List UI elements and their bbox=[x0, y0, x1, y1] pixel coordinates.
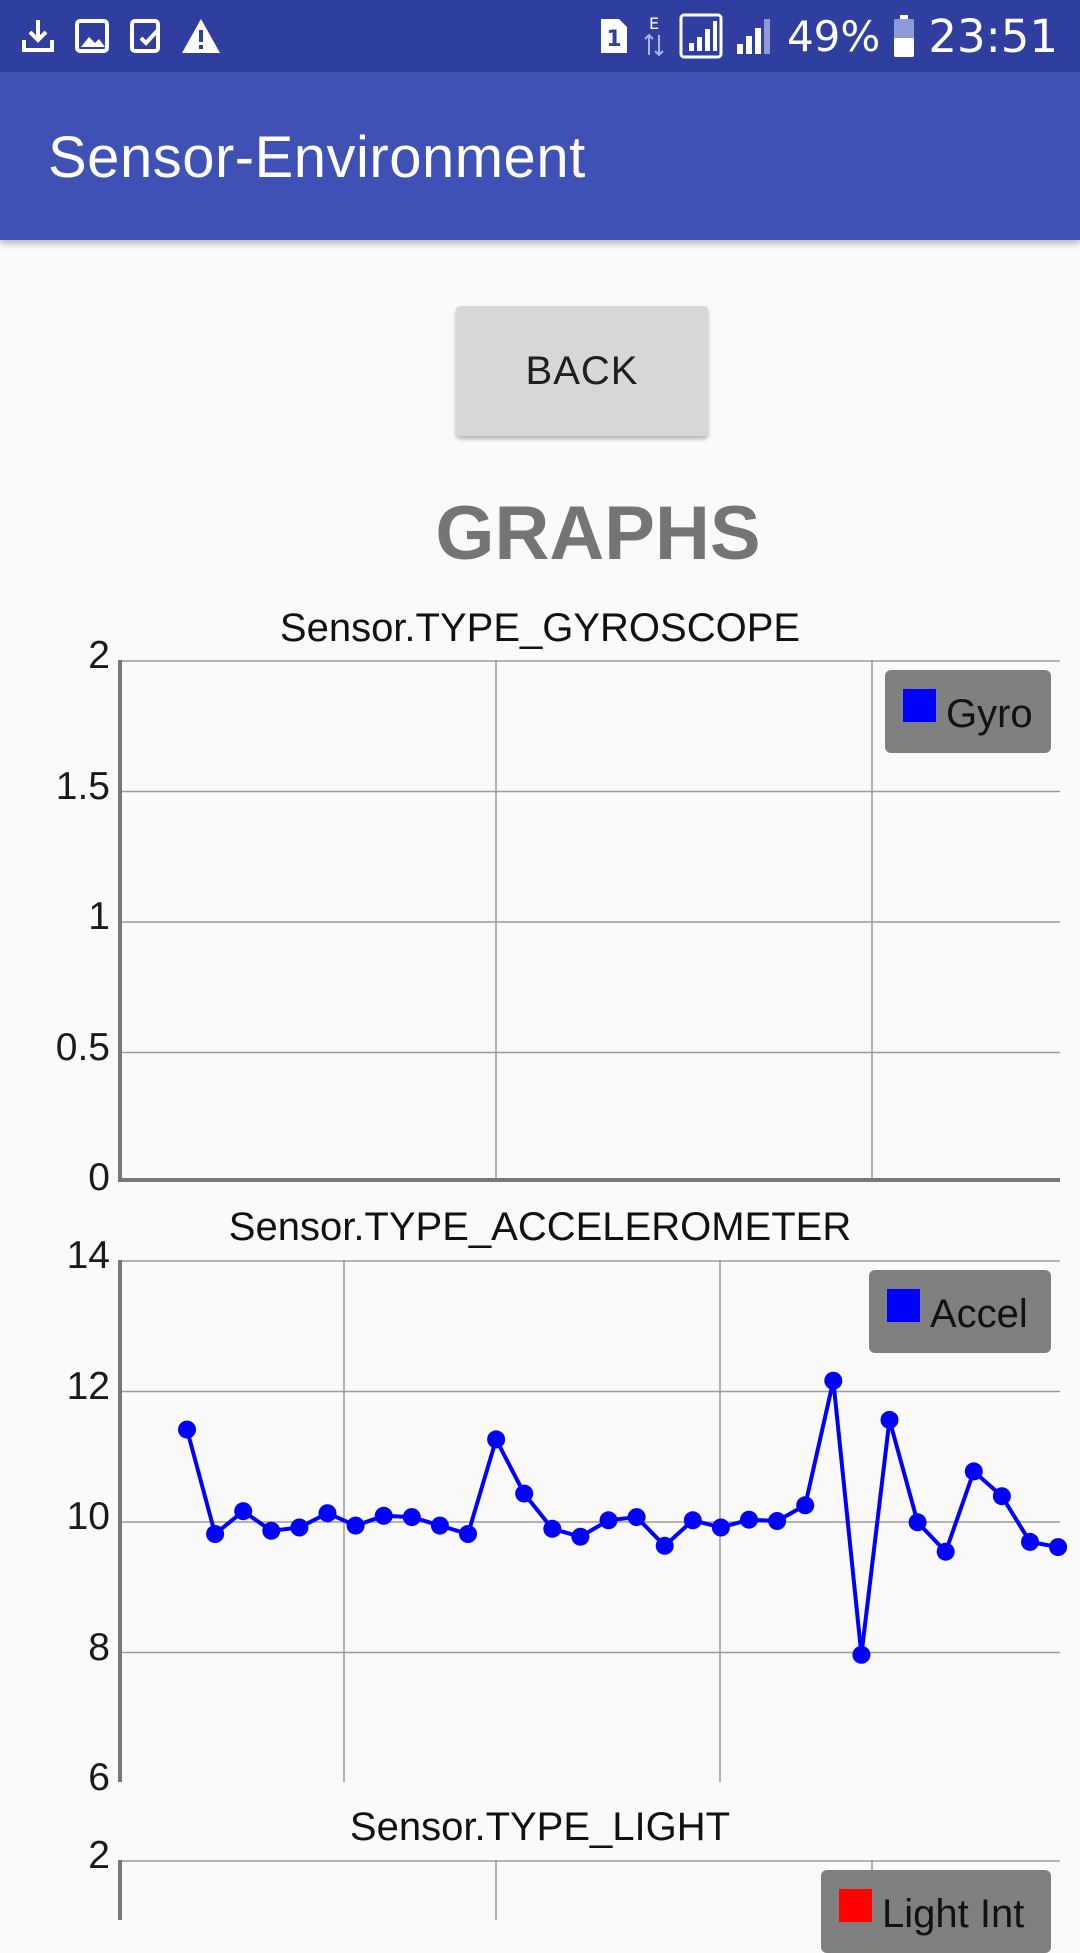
series-line-accel bbox=[185, 1378, 1059, 1657]
data-point bbox=[402, 1508, 421, 1527]
data-point bbox=[964, 1462, 983, 1481]
data-point bbox=[908, 1513, 927, 1532]
battery-icon bbox=[892, 14, 916, 58]
data-point bbox=[346, 1516, 365, 1535]
legend-light: Light Int bbox=[821, 1870, 1051, 1953]
data-e-icon: E bbox=[641, 13, 667, 59]
data-point bbox=[824, 1371, 843, 1390]
y-tick-label: 2 bbox=[88, 634, 110, 677]
status-bar: 1 E 49% 23:51 bbox=[0, 0, 1080, 72]
y-tick-label: 8 bbox=[88, 1625, 110, 1669]
data-point bbox=[1049, 1538, 1068, 1557]
y-tick-label: 1 bbox=[88, 895, 110, 938]
data-point bbox=[262, 1521, 281, 1540]
data-point bbox=[740, 1510, 758, 1529]
chart-title-light: Sensor.TYPE_LIGHT bbox=[349, 1805, 731, 1849]
image-icon bbox=[72, 16, 112, 56]
legend-label: Light Int bbox=[882, 1892, 1025, 1936]
data-point bbox=[880, 1410, 899, 1429]
y-tick-label: 12 bbox=[66, 1364, 110, 1408]
download-icon bbox=[18, 16, 58, 56]
chart-title-accelerometer: Sensor.TYPE_ACCELEROMETER bbox=[228, 1205, 852, 1249]
graphs-heading: GRAPHS bbox=[435, 491, 761, 576]
plot-area-gyroscope bbox=[118, 660, 1060, 1182]
data-point bbox=[430, 1516, 449, 1535]
signal-icon bbox=[735, 16, 775, 56]
y-tick-label: 2 bbox=[88, 1834, 110, 1877]
status-left-icons bbox=[18, 14, 222, 58]
data-point bbox=[515, 1484, 534, 1503]
plot-area-light bbox=[118, 1860, 1060, 1920]
data-point bbox=[178, 1420, 196, 1439]
y-tick-label: 10 bbox=[66, 1495, 110, 1538]
data-point bbox=[1021, 1532, 1039, 1551]
legend-swatch bbox=[903, 689, 936, 722]
legend-swatch bbox=[839, 1889, 872, 1922]
chart-title-gyroscope: Sensor.TYPE_GYROSCOPE bbox=[279, 606, 801, 650]
legend-label: Accel bbox=[930, 1292, 1028, 1336]
app-title: Sensor-Environment bbox=[48, 125, 586, 190]
battery-percentage: 49% bbox=[786, 11, 881, 61]
data-point bbox=[683, 1511, 702, 1530]
signal-icon bbox=[679, 13, 723, 59]
svg-text:1: 1 bbox=[606, 27, 621, 52]
data-point bbox=[290, 1518, 309, 1537]
data-point bbox=[655, 1536, 674, 1555]
legend-gyroscope: Gyro bbox=[885, 670, 1051, 753]
data-point bbox=[711, 1518, 730, 1537]
y-tick-label: 1.5 bbox=[55, 764, 110, 808]
app-bar: Sensor-Environment bbox=[0, 72, 1080, 240]
data-point bbox=[374, 1506, 393, 1525]
data-point bbox=[627, 1508, 646, 1527]
data-point bbox=[234, 1502, 253, 1521]
back-button[interactable]: BACK bbox=[456, 306, 708, 436]
svg-text:E: E bbox=[649, 14, 659, 33]
y-tick-label: 0 bbox=[88, 1156, 110, 1199]
legend-swatch bbox=[887, 1289, 920, 1322]
data-point bbox=[571, 1527, 590, 1546]
data-point bbox=[936, 1542, 955, 1561]
data-point bbox=[852, 1645, 871, 1664]
clipboard-check-icon bbox=[126, 16, 166, 56]
data-point bbox=[318, 1504, 337, 1523]
data-point bbox=[206, 1525, 225, 1543]
data-point bbox=[543, 1519, 562, 1538]
data-point bbox=[796, 1496, 815, 1515]
y-tick-label: 14 bbox=[66, 1234, 110, 1277]
legend-label: Gyro bbox=[946, 692, 1033, 736]
y-tick-label: 6 bbox=[88, 1756, 110, 1799]
data-point bbox=[992, 1487, 1011, 1506]
data-point bbox=[459, 1525, 477, 1543]
warning-icon bbox=[180, 16, 222, 56]
data-point bbox=[599, 1511, 618, 1530]
status-right-icons: 1 E 49% 23:51 bbox=[597, 6, 1058, 66]
plot-area-accelerometer bbox=[118, 1260, 1068, 1782]
y-tick-label: 0.5 bbox=[55, 1025, 110, 1069]
sim1-icon: 1 bbox=[597, 15, 629, 57]
clock: 23:51 bbox=[928, 9, 1058, 63]
legend-accelerometer: Accel bbox=[869, 1270, 1051, 1353]
data-point bbox=[768, 1512, 787, 1530]
data-point bbox=[487, 1430, 506, 1449]
